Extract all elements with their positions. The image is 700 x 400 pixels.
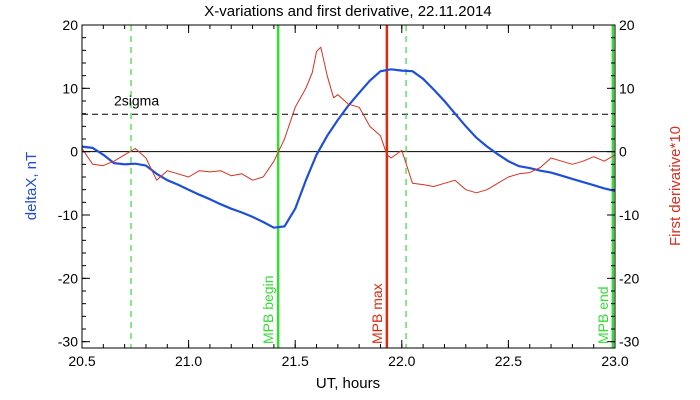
y-tick-label-left: 0 — [70, 144, 78, 160]
label-layer: 2sigma MPB begin MPB max MPB end — [114, 92, 611, 344]
annotation-label-mpb-max: MPB max — [369, 283, 385, 344]
annotation-label-mpb-begin: MPB begin — [260, 276, 276, 344]
x-tick-label: 21.0 — [175, 353, 202, 369]
chart-title: X-variations and first derivative, 22.11… — [204, 3, 491, 20]
y-tick-label-right: -30 — [619, 334, 639, 350]
axes-layer: 20.5 21.0 21.5 22.0 22.5 23.0 20 20 10 10 0 0 -10 -10… — [58, 17, 640, 369]
y-tick-label-right: 20 — [619, 17, 635, 33]
y-tick-label-right: 10 — [619, 80, 635, 96]
annotation-layer — [82, 25, 615, 348]
x-tick-label: 22.5 — [495, 353, 522, 369]
y-tick-label-right: 0 — [619, 144, 627, 160]
x-tick-label: 21.5 — [282, 353, 309, 369]
y-tick-label-left: 20 — [62, 17, 78, 33]
sigma-label: 2sigma — [114, 92, 159, 108]
x-axis-title: UT, hours — [316, 375, 380, 392]
y-tick-label-right: -10 — [619, 207, 639, 223]
series-line-derivative — [82, 46, 615, 194]
y-axis-right-title: First derivative*10 — [667, 126, 684, 246]
annotation-label-mpb-end: MPB end — [595, 286, 611, 344]
x-tick-label: 20.5 — [68, 353, 95, 369]
y-tick-label-left: -20 — [58, 270, 78, 286]
y-tick-label-right: -20 — [619, 270, 639, 286]
y-axis-left-title: deltaX, nT — [23, 152, 40, 220]
plot-frame — [81, 24, 616, 349]
x-tick-label: 23.0 — [601, 353, 628, 369]
series-layer — [82, 46, 615, 229]
y-tick-label-left: -10 — [58, 207, 78, 223]
series-line-deltaX — [82, 68, 615, 229]
y-tick-label-left: -30 — [58, 334, 78, 350]
y-tick-label-left: 10 — [62, 80, 78, 96]
x-tick-label: 22.0 — [388, 353, 415, 369]
